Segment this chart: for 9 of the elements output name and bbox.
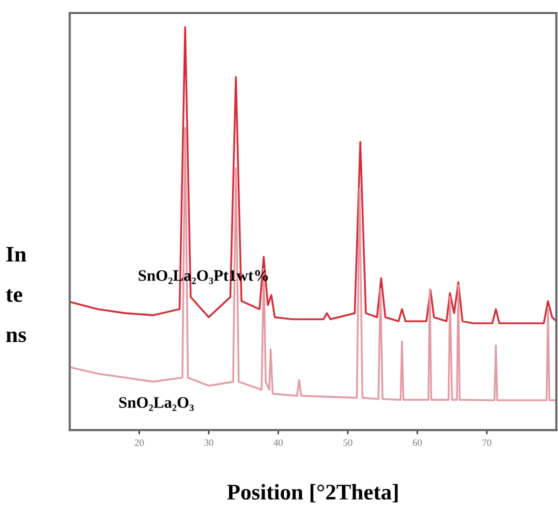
x-tick-label: 70 [482,439,492,446]
x-tick-label: 20 [134,439,144,446]
x-axis-title: Position [°2Theta] [227,484,398,502]
x-tick-label: 40 [274,439,283,446]
x-tick-label: 50 [343,439,352,446]
series-label: SnO₂La₂O₃ [119,397,194,412]
x-tick-label: 60 [412,439,422,446]
text: In te ns [6,246,26,342]
x-tick-label: 30 [204,439,214,446]
